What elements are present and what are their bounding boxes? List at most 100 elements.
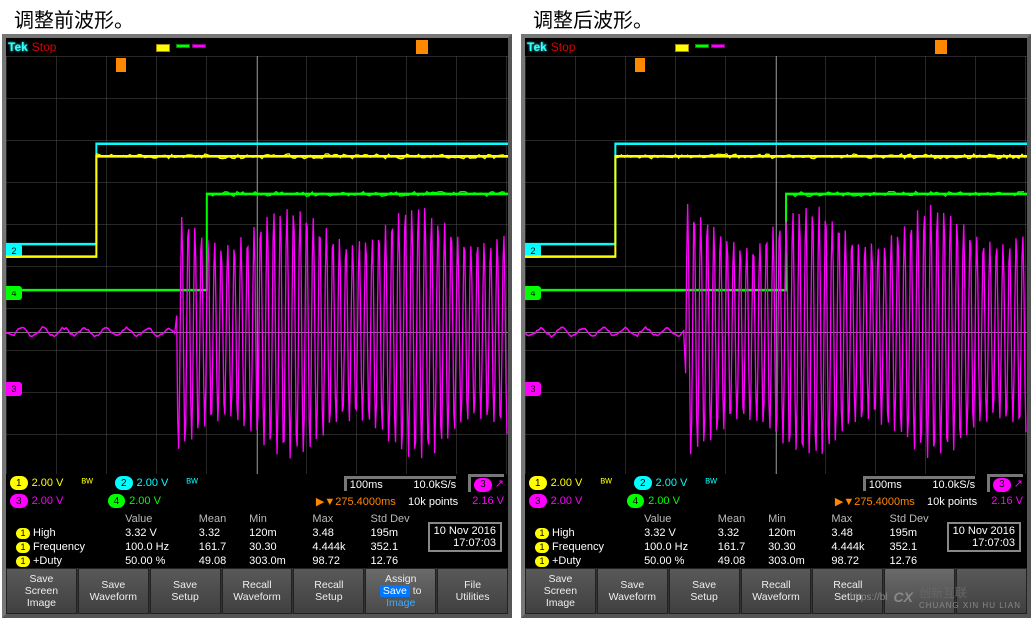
meas-cell: 50.00 % [640, 554, 714, 568]
softkeys: SaveScreen ImageSaveWaveformSaveSetupRec… [525, 568, 1027, 614]
trig-chip: 3 [474, 478, 492, 492]
meas-cell: 12.76 [367, 554, 434, 568]
softkey-1[interactable]: SaveWaveform [597, 568, 668, 614]
tb-ch3-icon [192, 44, 206, 48]
ch3-chip: 3 [529, 494, 547, 508]
tb-ch4-icon [176, 44, 190, 48]
ch3-scale: 2.00 V [551, 495, 597, 507]
trigpos-block: ▶▼275.4000ms 10k points [835, 495, 977, 508]
ch1-scale: 2.00 V [551, 477, 597, 489]
meas-cell: 100.0 Hz [640, 540, 714, 554]
meas-label: 1High [12, 526, 121, 540]
ch3-chip: 3 [10, 494, 28, 508]
softkey-6[interactable]: FileUtilities [437, 568, 508, 614]
ch4-chip: 4 [627, 494, 645, 508]
meas-cell: 120m [245, 526, 308, 540]
ch2-chip: 2 [634, 476, 652, 490]
meas-cell: 195m [367, 526, 434, 540]
waveform-grid[interactable]: 2 4 3 [525, 56, 1027, 474]
trig-block: 3 ↗ [468, 474, 504, 492]
measurement-table: ValueMeanMinMaxStd Dev1High3.32 V3.32120… [6, 510, 508, 568]
ch4-scale: 2.00 V [648, 495, 694, 507]
trig-block: 3 ↗ [987, 474, 1023, 492]
meas-cell: 3.32 V [121, 526, 195, 540]
ch4-scale: 2.00 V [129, 495, 175, 507]
right-title: 调整后波形。 [521, 0, 1034, 34]
sample-rate: 10.0kS/s [413, 479, 456, 491]
timebase: 100ms [869, 479, 902, 491]
trigpos-block: ▶▼275.4000ms 10k points [316, 495, 458, 508]
channel-row-2: 3 2.00 V 4 2.00 V ▶▼275.4000ms 10k point… [6, 492, 508, 510]
softkeys: SaveScreen ImageSaveWaveformSaveSetupRec… [6, 568, 508, 614]
softkey-1[interactable]: SaveWaveform [78, 568, 149, 614]
trig-level: 2.16 V [991, 495, 1023, 507]
ch1-chip: 1 [529, 476, 547, 490]
acq-time: 17:07:03 [953, 537, 1015, 549]
scope-left: Tek Stop 2 4 3 1 2.00 V ᴮᵂ 2 2.00 V ᴮᵂ [2, 34, 512, 618]
softkey-0[interactable]: SaveScreen Image [6, 568, 77, 614]
softkey-4[interactable]: RecallSetup [293, 568, 364, 614]
trig-pos: ▶▼275.4000ms [316, 496, 396, 508]
channel-row-1: 1 2.00 V ᴮᵂ 2 2.00 V ᴮᵂ 100ms 10.0kS/s 3… [525, 474, 1027, 492]
waveform-grid[interactable]: 2 4 3 [6, 56, 508, 474]
meas-cell: 12.76 [886, 554, 953, 568]
softkey-3[interactable]: RecallWaveform [222, 568, 293, 614]
sample-rate: 10.0kS/s [932, 479, 975, 491]
softkey-3[interactable]: RecallWaveform [741, 568, 812, 614]
topbar: Tek Stop [6, 38, 508, 56]
meas-cell: 98.72 [827, 554, 885, 568]
softkey-5[interactable]: AssignSave toImage [365, 568, 436, 614]
right-panel: 调整后波形。 Tek Stop 2 4 3 1 2.00 V ᴮᵂ 2 2.00… [521, 0, 1034, 618]
meas-cell: 4.444k [827, 540, 885, 554]
acq-date: 10 Nov 2016 [953, 525, 1015, 537]
left-panel: 调整前波形。 Tek Stop 2 4 3 1 2.00 V ᴮᵂ 2 2.00… [2, 0, 515, 618]
ch3-scale: 2.00 V [32, 495, 78, 507]
meas-cell: 49.08 [714, 554, 764, 568]
softkey-2[interactable]: SaveSetup [669, 568, 740, 614]
ch1-chip: 1 [10, 476, 28, 490]
watermark-py: CHUANG XIN HU LIAN [919, 601, 1021, 610]
topbar: Tek Stop [525, 38, 1027, 56]
meas-cell: 30.30 [764, 540, 827, 554]
record-len: 10k points [927, 496, 977, 508]
meas-cell: 4.444k [308, 540, 366, 554]
watermark-cn: 创新互联 [919, 584, 1021, 601]
timebase: 100ms [350, 479, 383, 491]
meas-cell: 100.0 Hz [121, 540, 195, 554]
meas-label: 1+Duty [531, 554, 640, 568]
ch2-scale: 2.00 V [656, 477, 702, 489]
meas-label: 1Frequency [531, 540, 640, 554]
trig-pos-icon [935, 40, 947, 54]
scope-right: Tek Stop 2 4 3 1 2.00 V ᴮᵂ 2 2.00 V ᴮᵂ 1… [521, 34, 1031, 618]
softkey-0[interactable]: SaveScreen Image [525, 568, 596, 614]
record-len: 10k points [408, 496, 458, 508]
ch2-scale: 2.00 V [137, 477, 183, 489]
meas-cell: 3.48 [827, 526, 885, 540]
ch2-bw: ᴮᵂ [187, 477, 198, 489]
ch1-bw: ᴮᵂ [82, 477, 93, 489]
tb-ch1-icon [156, 44, 170, 52]
trig-pos: ▶▼275.4000ms [835, 496, 915, 508]
trig-chip: 3 [993, 478, 1011, 492]
meas-cell: 98.72 [308, 554, 366, 568]
tb-ch4-icon [695, 44, 709, 48]
watermark-url: https://bl [850, 592, 888, 603]
timebase-block: 100ms 10.0kS/s [863, 476, 975, 491]
ch4-chip: 4 [108, 494, 126, 508]
meas-cell: 3.48 [308, 526, 366, 540]
meas-label: 1+Duty [12, 554, 121, 568]
meas-cell: 352.1 [367, 540, 434, 554]
meas-cell: 49.08 [195, 554, 245, 568]
acq-datetime: 10 Nov 2016 17:07:03 [428, 522, 502, 552]
trig-pos-icon [416, 40, 428, 54]
meas-cell: 303.0m [764, 554, 827, 568]
ch1-bw: ᴮᵂ [601, 477, 612, 489]
tek-logo: Tek [6, 40, 28, 54]
channel-row-1: 1 2.00 V ᴮᵂ 2 2.00 V ᴮᵂ 100ms 10.0kS/s 3… [6, 474, 508, 492]
meas-cell: 3.32 [195, 526, 245, 540]
tb-ch1-icon [675, 44, 689, 52]
acq-date: 10 Nov 2016 [434, 525, 496, 537]
softkey-2[interactable]: SaveSetup [150, 568, 221, 614]
channel-row-2: 3 2.00 V 4 2.00 V ▶▼275.4000ms 10k point… [525, 492, 1027, 510]
meas-cell: 303.0m [245, 554, 308, 568]
